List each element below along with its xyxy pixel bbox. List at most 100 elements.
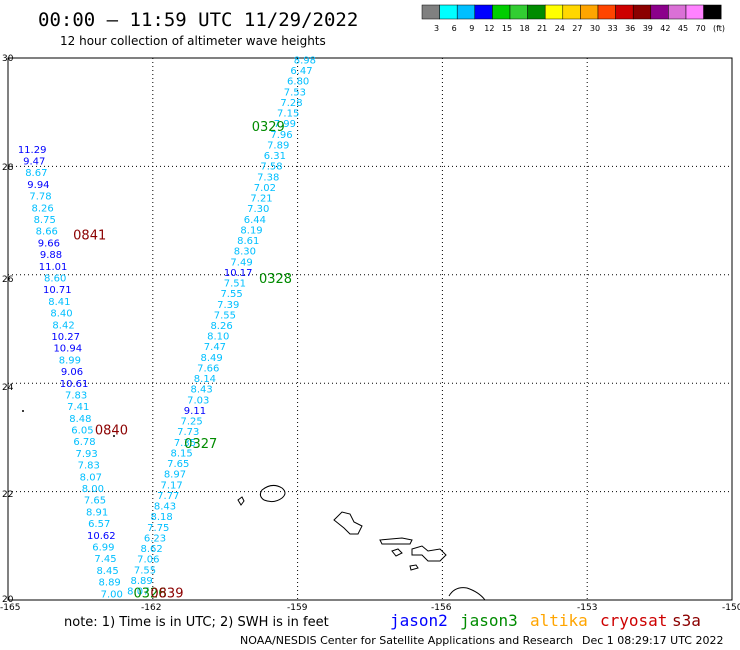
wave-height-value: 7.38	[257, 172, 279, 183]
altimeter-passes: 8.986.476.807.537.287.157.997.967.896.31…	[18, 55, 316, 600]
lat-label-26: 26	[2, 275, 14, 285]
legend-swatch	[474, 4, 493, 20]
wave-height-value: 7.30	[247, 204, 269, 215]
lon-label-162: -162	[141, 603, 161, 613]
wave-height-value: 8.67	[25, 168, 47, 179]
wave-height-value: 10.17	[224, 268, 253, 279]
wave-height-value: 8.98	[294, 55, 316, 66]
wave-height-value: 7.65	[84, 496, 106, 507]
lon-label-150: -150	[722, 603, 740, 613]
legend-tick-label: 33	[608, 24, 618, 33]
wave-height-value: 6.99	[92, 543, 114, 554]
legend-swatch	[597, 4, 616, 20]
wave-height-value: 7.51	[224, 279, 246, 290]
wave-height-value: 8.60	[44, 274, 66, 285]
wave-height-value: 7.99	[274, 119, 296, 130]
lon-label-165: -165	[0, 603, 20, 613]
wave-height-value: 7.83	[65, 390, 87, 401]
wave-height-value: 7.15	[277, 109, 299, 120]
lon-label-156: -156	[431, 603, 452, 613]
legend-tick-label: 9	[469, 24, 474, 33]
legend-tick-label: 18	[520, 24, 530, 33]
legend-swatch	[456, 4, 476, 20]
wave-height-value: 6.57	[88, 519, 110, 530]
wave-height-value: 6.78	[73, 437, 95, 448]
wave-height-value: 8.18	[150, 512, 172, 523]
legend-swatch	[580, 4, 599, 20]
wave-height-value: 8.97	[164, 470, 186, 481]
wave-height-value: 8.00	[82, 484, 104, 495]
wave-height-value: 8.45	[96, 566, 118, 577]
wave-height-value: 8.43	[190, 385, 212, 396]
legend-unit: (ft)	[713, 24, 725, 33]
pass-time-label: 0329	[252, 120, 285, 135]
wave-height-value: 8.75	[34, 215, 56, 226]
wave-height-value: 8.26	[31, 203, 53, 214]
satellite-name: cryosat	[600, 611, 667, 630]
wave-height-value: 6.05	[71, 426, 93, 437]
wave-height-value: 7.75	[147, 523, 169, 534]
wave-height-value: 7.41	[67, 402, 89, 413]
footer-credit: NOAA/NESDIS Center for Satellite Applica…	[240, 634, 573, 647]
legend-tick-label: 70	[696, 24, 706, 33]
legend-swatch	[615, 4, 634, 20]
wave-height-value: 9.88	[40, 250, 62, 261]
legend-tick-label: 39	[643, 24, 653, 33]
legend-tick-label: 3	[434, 24, 439, 33]
wave-height-value: 10.71	[43, 285, 72, 296]
satellite-name: jason2	[390, 611, 448, 630]
legend-swatch	[632, 4, 652, 20]
wave-height-value: 7.28	[280, 98, 302, 109]
wave-height-value: 7.39	[217, 300, 239, 311]
island-kauai	[259, 484, 286, 503]
pass-time-label: 0328	[259, 272, 292, 287]
wave-height-value: 8.10	[207, 332, 229, 343]
wave-height-value: 8.99	[59, 355, 81, 366]
legend-tick-label: 6	[452, 24, 457, 33]
wave-height-value: 7.73	[177, 427, 199, 438]
pass-time-label: 0839	[150, 586, 183, 601]
pass-time-label: 0327	[184, 437, 217, 452]
island-lanai	[391, 548, 403, 557]
legend-tick-label: 21	[537, 24, 547, 33]
map-subtitle: 12 hour collection of altimeter wave hei…	[60, 34, 326, 48]
wave-height-value: 7.89	[267, 140, 289, 151]
legend-swatch	[439, 4, 458, 20]
wave-height-value: 11.29	[18, 145, 47, 156]
wave-height-value: 8.89	[131, 576, 153, 587]
wave-height-value: 7.21	[250, 194, 272, 205]
island-kahoolawe	[409, 564, 419, 571]
pass-time-label: 0841	[73, 229, 106, 244]
wave-height-value: 7.58	[260, 162, 282, 173]
footer-note: note: 1) Time is in UTC; 2) SWH is in fe…	[64, 615, 329, 630]
wave-height-value: 6.47	[290, 66, 312, 77]
wave-height-value: 8.15	[170, 448, 192, 459]
lat-label-20: 20	[2, 595, 14, 605]
legend-tick-label: 45	[678, 24, 688, 33]
satellite-name: jason3	[460, 611, 518, 630]
wave-height-value: 8.40	[50, 309, 72, 320]
wave-height-value: 9.11	[184, 406, 206, 417]
wave-height-value: 8.30	[234, 247, 256, 258]
pass-time-label: 0840	[95, 424, 128, 439]
wave-height-value: 8.42	[52, 320, 74, 331]
data-dot	[113, 435, 115, 437]
wave-height-value: 8.91	[86, 507, 108, 518]
legend-tick-label: 12	[484, 24, 494, 33]
island-oahu	[333, 511, 363, 535]
wave-height-value: 7.17	[160, 480, 182, 491]
wave-height-value: 10.62	[87, 531, 116, 542]
wave-height-value: 7.47	[204, 342, 226, 353]
legend-tick-label: 30	[590, 24, 600, 33]
wave-height-value: 7.77	[157, 491, 179, 502]
legend-swatch	[527, 4, 546, 20]
map-title: 00:00 – 11:59 UTC 11/29/2022	[38, 9, 358, 31]
wave-height-value: 7.45	[94, 554, 116, 565]
lat-label-30: 30	[2, 54, 14, 64]
wave-height-value: 7.49	[230, 257, 252, 268]
legend-swatch	[562, 4, 581, 20]
wave-height-value: 9.66	[38, 238, 60, 249]
legend-tick-label: 42	[660, 24, 670, 33]
island-maui	[411, 545, 447, 562]
